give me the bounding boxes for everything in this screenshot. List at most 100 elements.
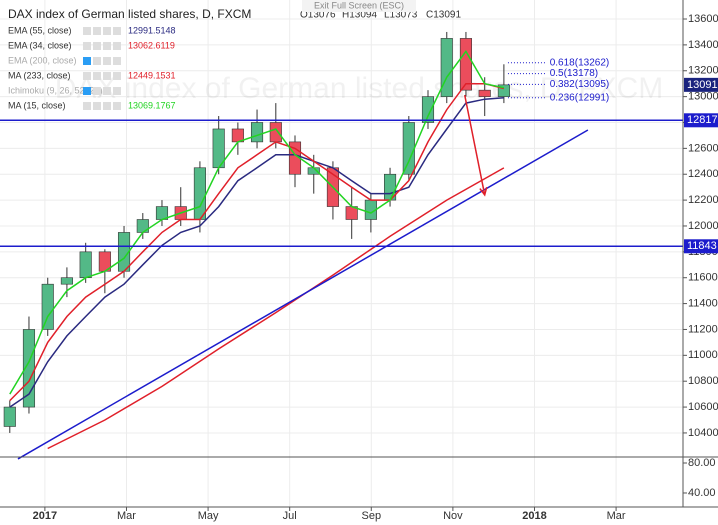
y-tick-label: 11400 (688, 297, 718, 309)
ma-line (9, 82, 505, 402)
candle-body (60, 277, 73, 285)
legend-name: EMA (34, close) (8, 40, 72, 50)
price-label: 11843 (687, 240, 717, 252)
legend-icon[interactable] (93, 42, 101, 50)
candle-body (269, 122, 282, 143)
x-tick-label: May (198, 510, 219, 522)
watermark: DAX index of German listed shares, D, FX… (55, 72, 664, 105)
axes: 1040010600108001100011200114001160011800… (33, 13, 718, 522)
exit-label[interactable]: Exit Full Screen (ESC) (314, 0, 404, 10)
legend-value: 13062.6119 (128, 40, 175, 50)
legend-icon[interactable] (83, 42, 91, 50)
legend-icon[interactable] (83, 27, 91, 35)
legend-icon[interactable] (83, 57, 91, 65)
candle-body (250, 122, 264, 143)
legend-title: DAX index of German listed shares, D, FX… (8, 7, 251, 21)
price-label: 12817 (687, 114, 718, 126)
ohlc-value: C13091 (426, 10, 461, 21)
legend-icon[interactable] (83, 72, 91, 80)
candle-body (459, 38, 472, 91)
y-tick-label: 10400 (688, 427, 718, 439)
legend-icon[interactable] (113, 102, 121, 110)
legend-icon[interactable] (103, 87, 111, 95)
x-tick-label: Mar (117, 510, 136, 522)
y-tick-label: 12400 (688, 168, 718, 180)
price-label-box (684, 113, 718, 128)
candle-body (79, 251, 92, 279)
sub-y-tick-label: 80.00 (688, 457, 716, 469)
legend-name: EMA (55, close) (8, 25, 72, 35)
ohlc-value: H13094 (342, 10, 377, 21)
legend-icon[interactable] (103, 57, 111, 65)
candle-body (440, 38, 453, 97)
legend-icon[interactable] (113, 27, 121, 35)
exit-button[interactable] (302, 0, 416, 12)
arrow (463, 94, 486, 196)
ohlc-value: O13076 (300, 10, 336, 21)
candle-body (497, 84, 510, 97)
fib-label: 0.5(13178) (550, 68, 598, 79)
legend-icon[interactable] (83, 87, 91, 95)
fib-label: 0.236(12991) (550, 92, 610, 103)
y-tick-label: 10800 (688, 375, 718, 387)
legend-icon[interactable] (113, 42, 121, 50)
legend-icon[interactable] (103, 102, 111, 110)
y-tick-label: 12000 (688, 220, 718, 232)
candle-body (402, 122, 415, 175)
legend-icon[interactable] (93, 27, 101, 35)
y-tick-label: 11200 (688, 323, 718, 335)
ma-line (47, 167, 505, 450)
ohlc-value: L13073 (384, 10, 418, 21)
y-tick-label: 10600 (688, 401, 718, 413)
legend-icon[interactable] (93, 102, 101, 110)
x-tick-label: 2017 (33, 510, 57, 522)
y-tick-label: 11000 (688, 349, 718, 361)
ma-line (9, 50, 505, 395)
legend-icon[interactable] (103, 27, 111, 35)
legend-icon[interactable] (103, 42, 111, 50)
fib-label: 0.382(13095) (550, 79, 610, 90)
y-tick-label: 12600 (688, 142, 718, 154)
x-tick-label: Jul (283, 510, 297, 522)
candle-body (478, 89, 491, 97)
y-tick-label: 12200 (688, 194, 718, 206)
legend-value: 12991.5148 (128, 25, 176, 35)
candle-body (193, 167, 206, 220)
legend-name: MA (233, close) (8, 70, 71, 80)
candle-body (421, 96, 435, 123)
x-tick-label: Nov (443, 510, 463, 522)
price-label-box (684, 239, 718, 254)
legend-icon[interactable] (93, 87, 101, 95)
sub-y-tick-label: 40.00 (688, 487, 716, 499)
legend-icon[interactable] (83, 102, 91, 110)
legend-icon[interactable] (113, 87, 121, 95)
trendline (17, 129, 589, 460)
legend-value: 13069.1767 (128, 100, 176, 110)
candle-body (3, 406, 16, 427)
x-tick-label: 2018 (522, 510, 546, 522)
y-tick-label: 13200 (688, 65, 718, 77)
x-tick-label: Mar (607, 510, 626, 522)
legend-value: 12449.1531 (128, 70, 176, 80)
legend-icon[interactable] (93, 57, 101, 65)
y-tick-label: 11600 (688, 272, 718, 284)
legend: EMA (55, close) 12991.5148 EMA (34, close)… (8, 7, 461, 110)
y-tick-label: 13600 (688, 13, 718, 25)
fib-label: 0.618(13262) (550, 57, 610, 68)
legend-icon[interactable] (103, 72, 111, 80)
legend-icon[interactable] (113, 72, 121, 80)
legend-name: EMA (200, close) (8, 55, 77, 65)
last-price-label: 13091 (687, 79, 718, 91)
x-tick-label: Sep (361, 510, 381, 522)
y-tick-label: 13000 (688, 91, 718, 103)
ma-line (9, 96, 504, 408)
legend-icon[interactable] (113, 57, 121, 65)
legend-name: MA (15, close) (8, 100, 66, 110)
plot: 0.618(13262)0.5(13178)0.382(13095) 0.236(… (0, 31, 683, 460)
arrow-head (479, 186, 488, 197)
legend-icon[interactable] (93, 72, 101, 80)
last-price-box (684, 77, 718, 92)
legend-name: Ichimoku (9, 26, 52, 26) (8, 85, 103, 95)
y-tick-label: 13400 (688, 39, 718, 51)
